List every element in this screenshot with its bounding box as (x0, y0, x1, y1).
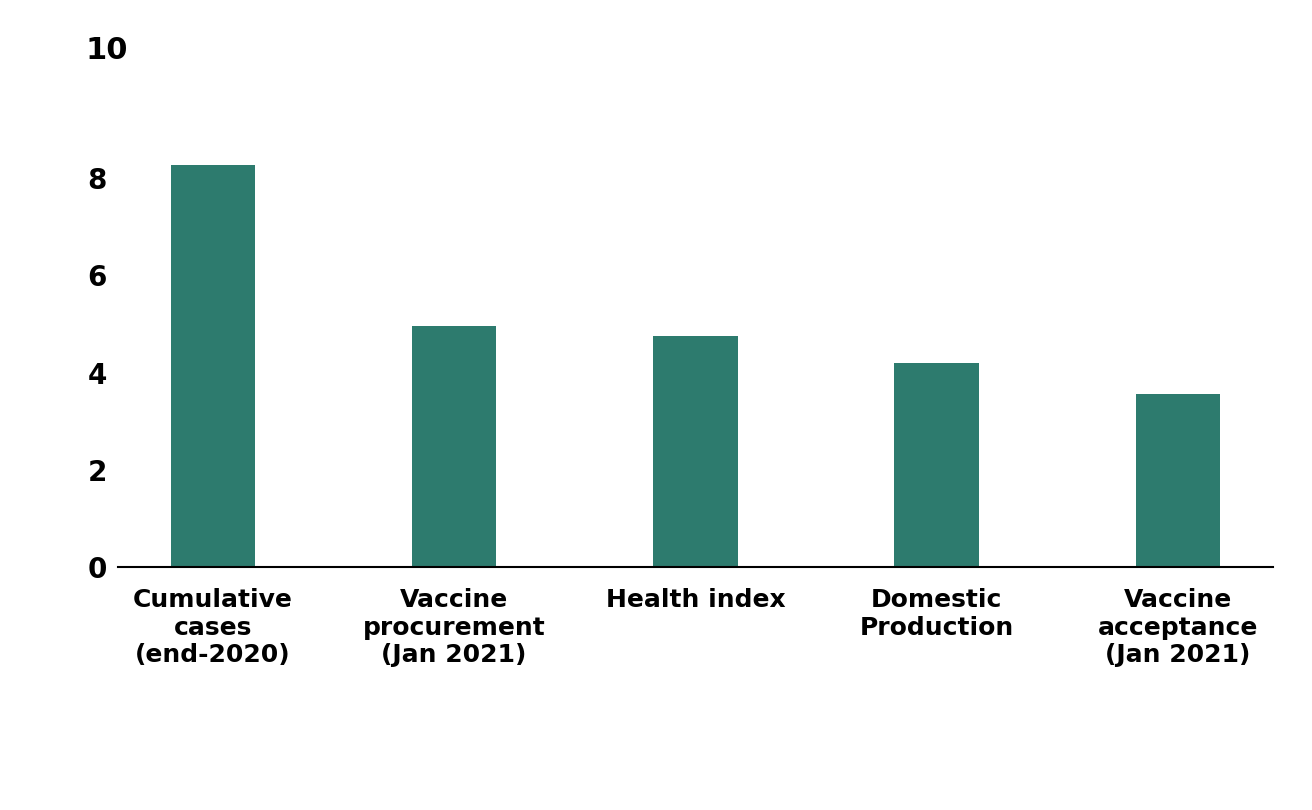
Bar (895, 363, 979, 567)
Bar (171, 165, 255, 567)
Bar (653, 336, 737, 567)
Text: 10: 10 (85, 36, 127, 66)
Bar (1136, 394, 1220, 567)
Bar (412, 326, 496, 567)
